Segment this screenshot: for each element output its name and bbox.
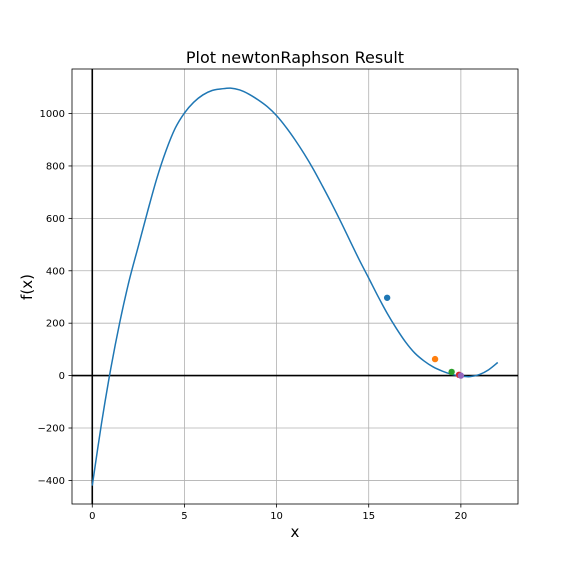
- x-tick-label: 15: [362, 511, 375, 522]
- plot-frame: [71, 68, 519, 505]
- y-tick-label: 200: [46, 319, 65, 330]
- y-tick-label: −400: [38, 476, 65, 487]
- function-curve: [91, 87, 499, 486]
- y-tick-label: 800: [46, 161, 65, 172]
- y-tick-label: 1000: [40, 109, 65, 120]
- y-tick-label: −200: [38, 424, 65, 435]
- iteration-point-1: [383, 294, 391, 301]
- y-tick-label: 400: [46, 266, 65, 277]
- iteration-point-5: [457, 372, 465, 379]
- x-tick-label: 10: [270, 511, 283, 522]
- x-ticks: 0 5 10 15 20: [89, 504, 467, 522]
- function-curve-layer: [91, 87, 499, 486]
- x-tick-label: 20: [455, 511, 468, 522]
- x-axis-label: x: [291, 523, 300, 541]
- iteration-point-2: [431, 355, 439, 363]
- chart-title: Plot newtonRaphson Result: [186, 48, 404, 67]
- y-tick-label: 0: [59, 371, 65, 382]
- x-tick-label: 0: [89, 511, 95, 522]
- y-axis-label: f(x): [18, 274, 36, 300]
- zero-axis-lines: [72, 69, 518, 504]
- x-tick-label: 5: [181, 511, 187, 522]
- y-tick-label: 600: [46, 214, 65, 225]
- y-ticks: −400 −200 0 200 400 600 800 1000: [38, 109, 72, 487]
- iteration-points: [383, 294, 465, 379]
- iteration-point-3: [448, 368, 455, 376]
